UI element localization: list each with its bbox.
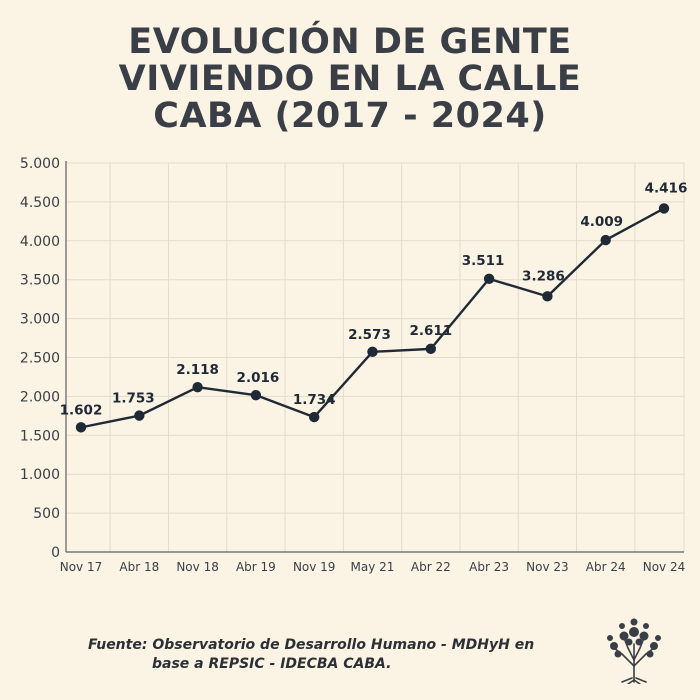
data-label: 3.511 (462, 253, 505, 269)
x-tick-label: Abr 22 (411, 560, 451, 574)
data-label: 2.016 (237, 370, 280, 386)
source-line-1: Fuente: Observatorio de Desarrollo Human… (88, 637, 535, 653)
data-point (75, 422, 87, 433)
data-point (309, 411, 320, 423)
title-line-3: CABA (2017 - 2024) (153, 96, 547, 136)
x-tick-label: May 21 (351, 560, 395, 574)
data-point (658, 203, 670, 214)
data-point (425, 343, 436, 355)
source-line-2: base a REPSIC - IDECBA CABA. (152, 656, 392, 672)
y-tick-label: 5.000 (20, 156, 60, 172)
data-label: 4.009 (580, 214, 623, 230)
data-point (134, 410, 145, 421)
x-tick-label: Abr 24 (586, 560, 626, 574)
y-tick-label: 3.500 (20, 273, 60, 289)
x-tick-label: Abr 23 (469, 560, 509, 574)
y-tick-label: 2.000 (20, 389, 60, 405)
data-point (600, 234, 611, 246)
data-label: 2.611 (409, 323, 452, 339)
x-tick-label: Abr 18 (119, 560, 159, 574)
data-point (367, 346, 378, 358)
y-tick-label: 1.000 (20, 467, 60, 483)
data-label: 2.573 (348, 327, 391, 343)
y-tick-label: 2.500 (20, 351, 60, 367)
tree-icon (607, 618, 661, 684)
x-tick-label: Nov 23 (526, 560, 569, 574)
y-tick-label: 1.500 (20, 428, 60, 444)
y-tick-label: 500 (33, 506, 60, 522)
data-label: 1.753 (112, 391, 155, 407)
x-tick-label: Nov 17 (60, 560, 103, 574)
x-tick-label: Nov 18 (176, 560, 219, 574)
x-tick-label: Abr 19 (236, 560, 276, 574)
source-note: Fuente: Observatorio de Desarrollo Human… (88, 636, 558, 674)
data-point (542, 291, 553, 302)
data-label: 1.734 (293, 392, 336, 408)
data-label: 3.286 (522, 268, 565, 284)
title-line-2: VIVIENDO EN LA CALLE (118, 59, 582, 99)
chart-title: EVOLUCIÓN DE GENTE VIVIENDO EN LA CALLE … (0, 24, 700, 135)
title-line-1: EVOLUCIÓN DE GENTE (128, 22, 572, 62)
x-tick-label: Nov 19 (293, 560, 336, 574)
data-label: 4.416 (645, 180, 688, 196)
data-label: 2.118 (176, 362, 219, 378)
y-tick-label: 3.000 (20, 312, 60, 328)
y-tick-label: 4.500 (20, 195, 60, 211)
y-tick-label: 0 (51, 545, 60, 561)
y-tick-label: 4.000 (20, 234, 60, 250)
x-tick-label: Nov 24 (643, 560, 686, 574)
data-point (192, 382, 203, 393)
data-point (250, 389, 262, 401)
data-label: 1.602 (60, 402, 103, 418)
data-point (483, 273, 495, 285)
